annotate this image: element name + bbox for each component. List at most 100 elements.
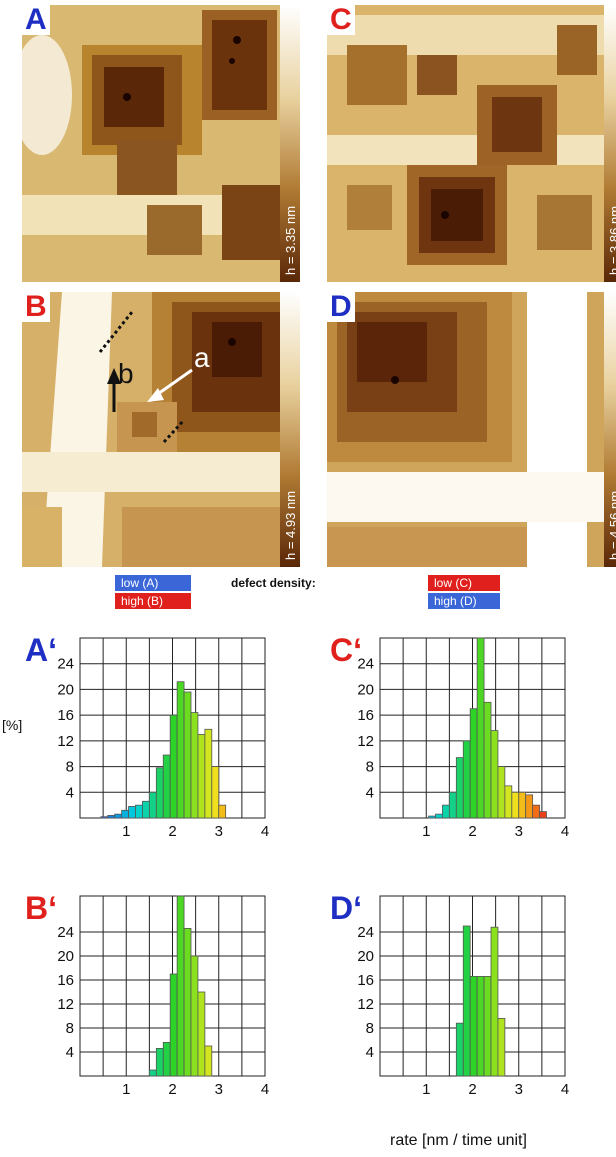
legend-title: defect density:	[231, 576, 316, 590]
histogram-bar	[497, 1017, 506, 1077]
y-tick-label: 12	[57, 996, 74, 1013]
x-tick-label: 3	[515, 823, 523, 840]
histogram-bar	[162, 1041, 171, 1077]
histogram-bar	[483, 701, 492, 819]
color-scale-b	[280, 292, 300, 567]
y-tick-label: 12	[57, 733, 74, 750]
histogram-bar	[448, 791, 457, 819]
x-tick-label: 4	[261, 823, 269, 840]
histogram-bar	[518, 791, 527, 819]
histogram-bar	[107, 815, 116, 819]
histogram-letter-c: C‘	[330, 632, 362, 668]
panel-letter-c: C	[327, 5, 355, 35]
histogram-bar	[511, 791, 520, 819]
histogram-bar	[476, 976, 485, 1077]
histogram-bar	[183, 928, 192, 1077]
histogram-bar	[135, 804, 143, 819]
x-tick-label: 3	[515, 1081, 523, 1098]
histogram-bar	[204, 1045, 213, 1077]
histogram-bar	[469, 976, 478, 1077]
legend-high-b: high (B)	[115, 593, 191, 609]
panel-letter-a: A	[22, 5, 50, 35]
histogram-bar	[148, 791, 157, 819]
y-tick-label: 8	[66, 759, 74, 776]
histogram-bar	[211, 766, 220, 819]
histogram-bar	[525, 794, 534, 819]
afm-panel-a: h = 3.35 nm A	[22, 5, 300, 282]
histogram-bar	[162, 754, 171, 819]
color-scale-d	[604, 292, 616, 567]
histogram-bar	[462, 925, 471, 1077]
x-tick-label: 1	[422, 823, 430, 840]
histogram-bar	[539, 811, 547, 819]
histogram-bar	[218, 804, 227, 819]
y-unit-label: [%]	[2, 717, 23, 733]
y-tick-label: 24	[357, 656, 374, 673]
afm-image-a	[22, 5, 300, 282]
histogram-bar	[497, 766, 506, 819]
y-tick-label: 20	[57, 681, 74, 698]
histogram-bar	[190, 712, 199, 819]
y-tick-label: 8	[366, 1020, 374, 1037]
x-tick-label: 1	[422, 1081, 430, 1098]
x-axis-title: rate [nm / time unit]	[390, 1132, 527, 1149]
legend-low-c: low (C)	[428, 575, 500, 591]
histogram-letter-d: D‘	[330, 890, 362, 926]
histogram-bar	[428, 815, 436, 819]
histogram-letter-a: A‘	[25, 632, 57, 668]
panel-letter-b: B	[22, 292, 50, 322]
height-label-a: h = 3.35 nm	[283, 205, 298, 275]
histogram-bar	[462, 740, 471, 819]
histogram-bar	[504, 785, 513, 819]
histogram-bar	[176, 895, 185, 1077]
x-tick-label: 3	[215, 823, 223, 840]
color-scale-a	[280, 5, 300, 282]
histogram-bar	[455, 1022, 464, 1077]
histogram-bar	[197, 734, 206, 819]
color-scale-c	[604, 5, 616, 282]
y-tick-label: 16	[57, 972, 74, 989]
y-tick-label: 16	[57, 707, 74, 724]
y-tick-label: 24	[357, 924, 374, 941]
x-tick-label: 4	[561, 1081, 569, 1098]
y-tick-label: 20	[57, 948, 74, 965]
height-label-c: h = 3.86 nm	[607, 205, 616, 275]
y-tick-label: 16	[357, 972, 374, 989]
x-tick-label: 4	[561, 823, 569, 840]
histogram-bar	[155, 1047, 164, 1077]
histogram-bar	[148, 1069, 157, 1077]
x-tick-label: 4	[261, 1081, 269, 1098]
annotation-a: a	[194, 342, 210, 373]
histogram-bar	[483, 976, 492, 1077]
y-tick-label: 24	[57, 924, 74, 941]
legend-low-a: low (A)	[115, 575, 191, 591]
histogram-bar	[476, 637, 485, 819]
histogram-bar	[442, 804, 450, 819]
y-tick-label: 4	[366, 784, 374, 801]
histogram-letter-b: B‘	[25, 890, 57, 926]
histogram-bar	[114, 813, 123, 819]
histogram-bar	[155, 767, 164, 819]
y-tick-label: 8	[66, 1020, 74, 1037]
histogram-bar	[169, 714, 178, 819]
histogram-bar	[176, 681, 185, 819]
afm-image-d	[327, 292, 616, 567]
annotation-overlay-b	[98, 311, 193, 444]
y-tick-label: 4	[366, 1044, 374, 1061]
panel-letter-d: D	[327, 292, 355, 322]
histogram-bar	[490, 730, 499, 819]
histogram-bar	[469, 708, 478, 819]
histogram-bar	[142, 800, 150, 819]
histogram-bar	[532, 804, 540, 819]
histogram-bar	[128, 806, 136, 819]
y-tick-label: 12	[357, 996, 374, 1013]
histogram-bar	[190, 955, 199, 1077]
y-tick-label: 12	[357, 733, 374, 750]
x-tick-label: 1	[122, 1081, 130, 1098]
x-tick-label: 2	[168, 823, 176, 840]
afm-image-c	[327, 5, 616, 282]
histogram-bar	[183, 691, 192, 819]
